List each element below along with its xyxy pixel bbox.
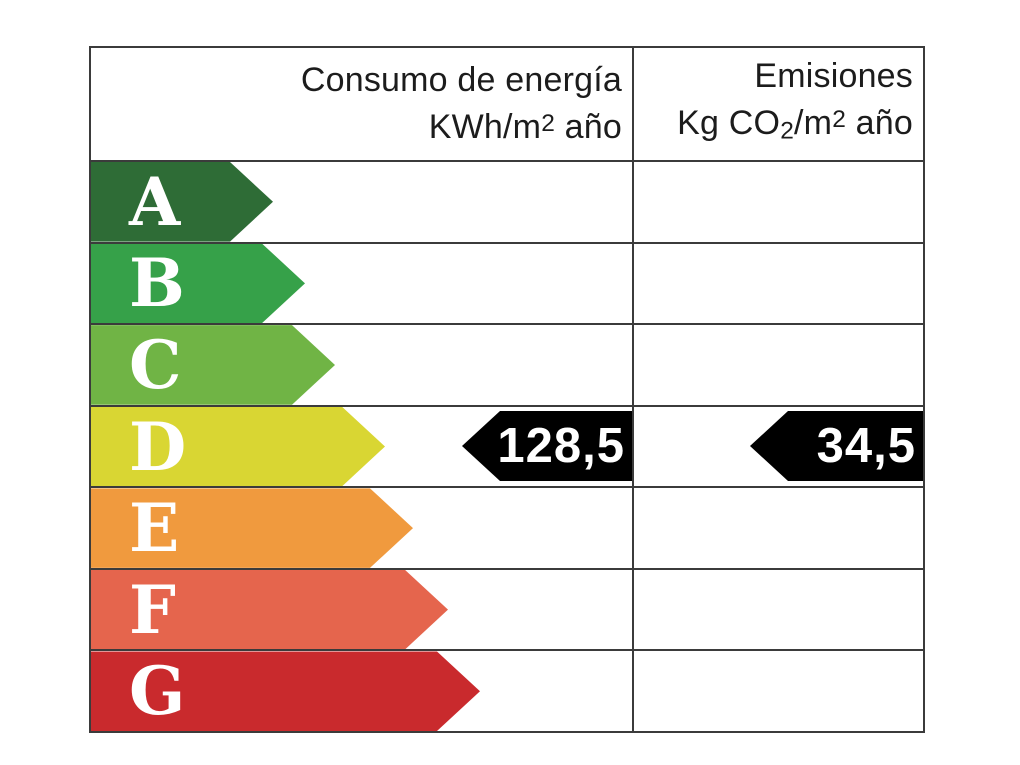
rating-row-a: A <box>91 162 923 242</box>
rating-table: Consumo de energía KWh/m2 año Emisiones … <box>89 46 925 733</box>
rating-arrow: C <box>91 325 335 405</box>
column-divider <box>632 48 634 731</box>
rating-row-b: B <box>91 241 923 324</box>
rating-letter: C <box>129 325 182 404</box>
rating-letter: F <box>129 570 176 649</box>
rating-letter: D <box>129 407 187 486</box>
rating-arrow: G <box>91 651 480 731</box>
rating-row-g: G <box>91 649 923 731</box>
rating-arrow: A <box>91 162 273 242</box>
rating-letter: G <box>129 652 186 731</box>
rating-arrow: E <box>91 488 413 568</box>
consumption-value: 128,5 <box>497 419 625 473</box>
header-emissions: Emisiones Kg CO2/m2 año <box>634 48 923 160</box>
rating-arrow: B <box>91 244 305 324</box>
rating-rows: A B C D E F G <box>91 162 923 731</box>
emissions-value: 34,5 <box>816 419 916 473</box>
header-consumption: Consumo de energía KWh/m2 año <box>91 48 634 160</box>
rating-letter: A <box>129 162 181 241</box>
rating-row-f: F <box>91 567 923 650</box>
header-consumption-line1: Consumo de energía <box>300 61 622 100</box>
superscript-2: 2 <box>541 110 556 138</box>
rating-row-d: D <box>91 404 923 487</box>
subscript-2: 2 <box>780 117 795 145</box>
superscript-2: 2 <box>832 106 847 134</box>
rating-arrow: F <box>91 570 448 650</box>
emissions-value-marker: 34,5 <box>750 411 923 481</box>
table-header: Consumo de energía KWh/m2 año Emisiones … <box>91 48 923 162</box>
rating-letter: B <box>129 244 185 323</box>
rating-row-c: C <box>91 323 923 405</box>
header-emissions-line2: Kg CO2/m2 año <box>677 104 913 145</box>
rating-letter: E <box>129 489 180 568</box>
rating-row-e: E <box>91 486 923 568</box>
rating-arrow: D <box>91 407 385 487</box>
header-emissions-line1: Emisiones <box>754 57 913 96</box>
header-consumption-line2: KWh/m2 año <box>428 107 622 146</box>
consumption-value-marker: 128,5 <box>462 411 632 481</box>
